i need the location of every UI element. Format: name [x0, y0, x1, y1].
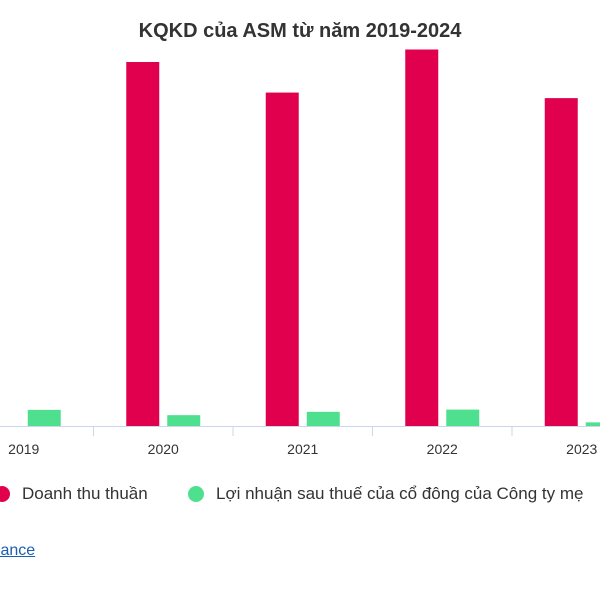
legend-item-revenue[interactable]: Doanh thu thuần	[0, 484, 148, 504]
legend: Doanh thu thuần Lợi nhuận sau thuế của c…	[0, 484, 600, 508]
legend-marker-profit	[188, 486, 204, 502]
x-tick-label-2020: 2020	[148, 441, 179, 457]
bar-profit-2020[interactable]	[167, 415, 201, 426]
bar-profit-2022[interactable]	[446, 409, 480, 426]
legend-item-profit[interactable]: Lợi nhuận sau thuế của cổ đông của Công …	[188, 484, 583, 504]
bar-revenue-2022[interactable]	[405, 49, 439, 426]
legend-label-profit: Lợi nhuận sau thuế của cổ đông của Công …	[216, 484, 584, 503]
bar-chart: 2019 2020 2021 2022 2023	[0, 49, 600, 457]
bar-profit-2023[interactable]	[585, 422, 600, 426]
x-tick-label-2021: 2021	[287, 441, 318, 457]
legend-marker-revenue	[0, 486, 10, 502]
bar-revenue-2023[interactable]	[544, 98, 578, 426]
x-tick-label-2022: 2022	[427, 441, 458, 457]
x-ticks-group: 2019 2020 2021 2022 2023	[8, 426, 598, 457]
bar-revenue-2021[interactable]	[265, 92, 299, 427]
bar-revenue-2020[interactable]	[126, 62, 160, 426]
x-tick-label-2023: 2023	[566, 441, 597, 457]
bar-profit-2019[interactable]	[27, 409, 61, 426]
chart-title: KQKD của ASM từ năm 2019-2024	[138, 20, 462, 42]
x-tick-label-2019: 2019	[8, 441, 39, 457]
legend-label-revenue: Doanh thu thuần	[22, 484, 148, 503]
bars-group	[27, 49, 600, 427]
bar-profit-2021[interactable]	[306, 411, 340, 426]
source-link[interactable]: inance	[0, 542, 36, 559]
